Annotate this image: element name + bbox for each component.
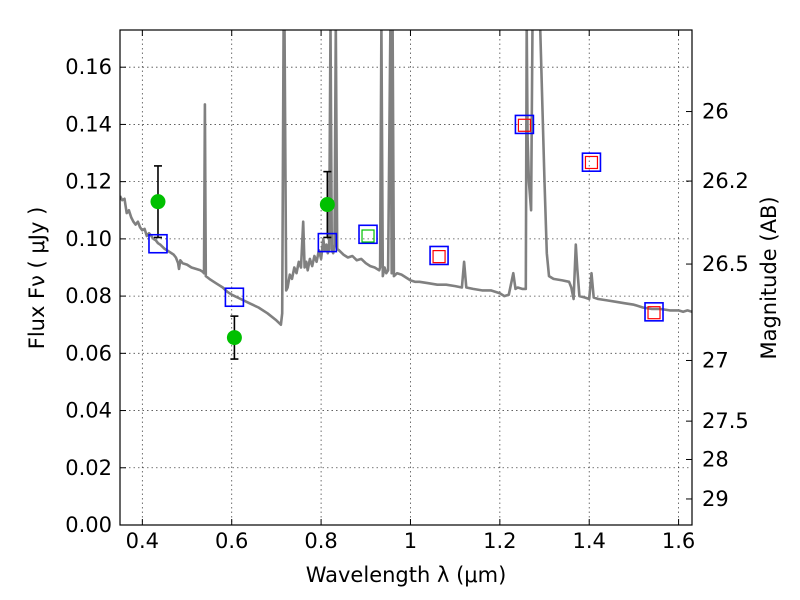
model-sed-line xyxy=(120,30,692,326)
y-axis-label: Flux Fν ( μJy ) xyxy=(25,207,49,350)
model-photometry-square xyxy=(358,224,378,245)
inner-photometry-square xyxy=(584,155,599,170)
y-tick-label: 0.10 xyxy=(65,227,112,251)
x-tick-label: 1 xyxy=(404,529,417,553)
y-tick-label: 0.08 xyxy=(65,284,112,308)
x-tick-label: 1.2 xyxy=(483,529,516,553)
y2-axis: 26 26.2 26.5 27 27.5 28 29 xyxy=(686,100,749,511)
inner-photometry-square xyxy=(432,250,446,264)
observed-photometry-point xyxy=(150,194,166,210)
y2-tick-label: 26 xyxy=(702,100,729,124)
model-photometry-square xyxy=(644,302,664,322)
plot-frame xyxy=(119,29,693,526)
inner-photometry-square xyxy=(647,306,661,320)
y2-tick-label: 26.5 xyxy=(702,252,749,276)
inner-photometry-square xyxy=(517,118,532,132)
y-tick-label: 0.02 xyxy=(65,456,112,480)
model-photometry-square xyxy=(148,233,168,254)
observed-photometry-point xyxy=(226,330,242,346)
y-tick-label: 0.00 xyxy=(65,513,112,537)
inner-photometry-square xyxy=(361,229,375,243)
grid-lines xyxy=(120,30,692,526)
y-tick-label: 0.12 xyxy=(65,170,112,194)
x-axis-label: Wavelength λ (μm) xyxy=(306,563,507,587)
x-tick-label: 0.4 xyxy=(126,529,159,553)
y2-tick-label: 27 xyxy=(702,348,729,372)
model-photometry-square xyxy=(317,232,338,253)
model-photometry-square xyxy=(224,287,245,308)
model-photometry-square xyxy=(514,114,535,135)
y2-tick-label: 26.2 xyxy=(702,169,749,193)
y2-tick-label: 27.5 xyxy=(702,409,749,433)
observed-photometry-point xyxy=(319,197,335,213)
model-photometry-square xyxy=(581,152,602,172)
x-tick-label: 0.8 xyxy=(304,529,337,553)
x-tick-label: 1.4 xyxy=(573,529,606,553)
x-tick-label: 0.6 xyxy=(215,529,248,553)
y-tick-label: 0.04 xyxy=(65,399,112,423)
y2-axis-label: Magnitude (AB) xyxy=(757,196,781,359)
series-layer xyxy=(120,30,692,326)
y-tick-label: 0.14 xyxy=(65,112,112,136)
y-axis: 0.00 0.02 0.04 0.06 0.08 0.10 0.12 0.14 0.16 xyxy=(65,55,126,537)
plot-area xyxy=(120,30,692,360)
y-tick-label: 0.16 xyxy=(65,55,112,79)
y2-tick-label: 29 xyxy=(702,487,729,511)
model-photometry-square xyxy=(429,245,449,266)
y2-tick-label: 28 xyxy=(702,447,729,471)
x-axis: 0.4 0.6 0.8 1 1.2 1.4 1.6 xyxy=(126,30,695,553)
x-tick-label: 1.6 xyxy=(662,529,695,553)
points-layer xyxy=(148,114,664,360)
y-tick-label: 0.06 xyxy=(65,341,112,365)
